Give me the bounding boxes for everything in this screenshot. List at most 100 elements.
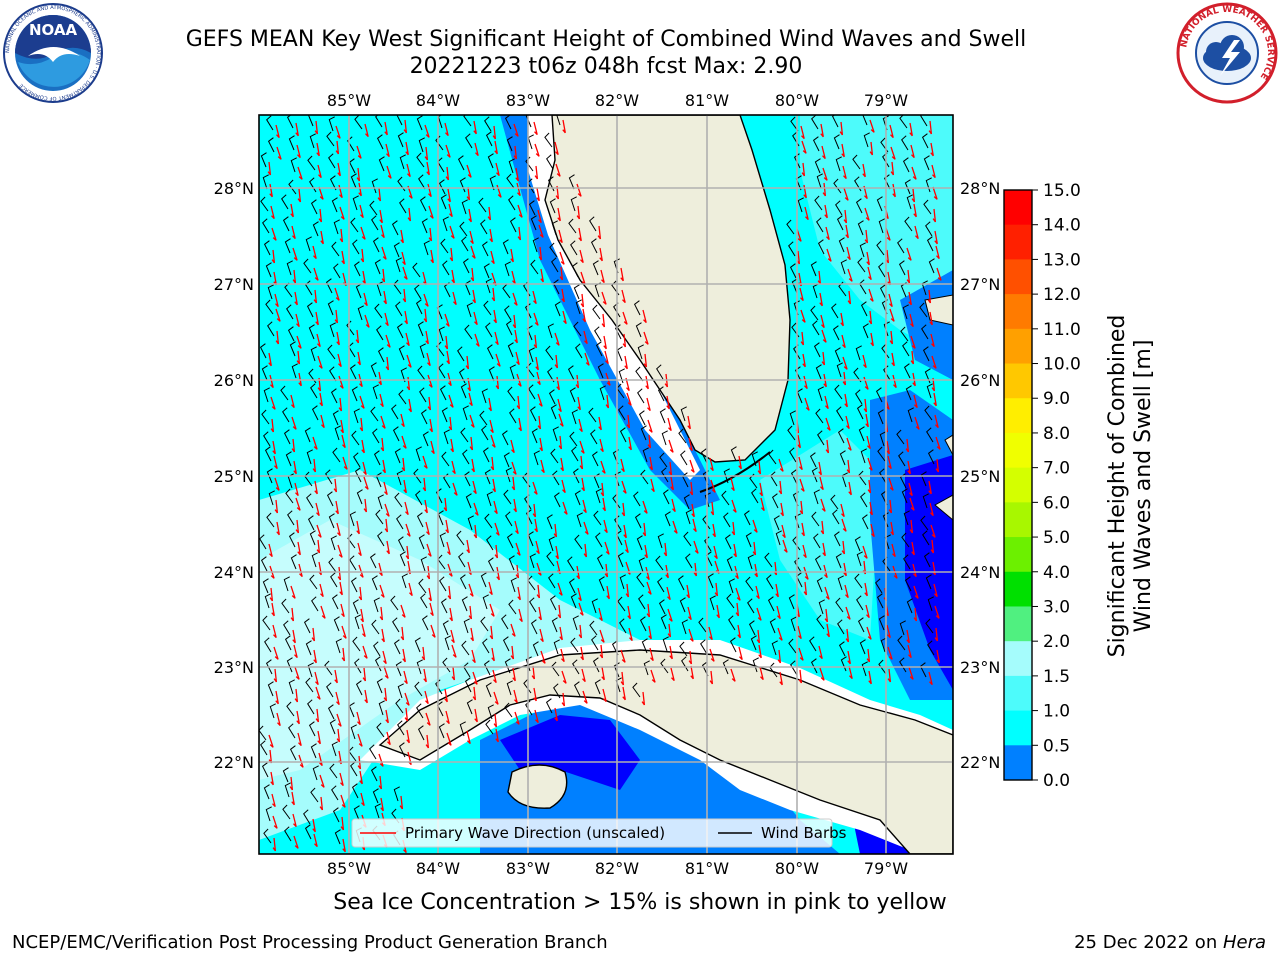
wind-barb: [923, 155, 930, 171]
wave-direction-arrow: [472, 671, 478, 685]
wave-direction-arrow: [845, 224, 849, 239]
wave-direction-arrow: [402, 648, 406, 663]
wave-direction-arrow: [492, 669, 497, 684]
wind-barb: [288, 532, 296, 548]
wind-barb: [532, 641, 539, 657]
wave-direction-arrow: [422, 477, 427, 492]
wave-direction-arrow: [316, 142, 320, 157]
wind-barb: [375, 509, 384, 525]
wave-direction-arrow: [404, 501, 409, 516]
wave-direction-arrow: [781, 524, 786, 539]
wave-direction-arrow: [864, 229, 869, 244]
wind-barb: [506, 173, 515, 189]
wind-barb: [922, 346, 930, 362]
wave-direction-arrow: [405, 332, 410, 347]
wave-direction-arrow: [934, 230, 938, 245]
wind-barb: [856, 595, 864, 611]
wind-barb: [790, 469, 798, 485]
wind-barb: [350, 217, 359, 233]
wave-direction-arrow: [798, 456, 803, 471]
wind-barb: [508, 555, 515, 571]
wind-barb: [592, 304, 601, 320]
wind-barb: [372, 428, 380, 444]
wind-barb: [328, 557, 337, 573]
wave-direction-arrow: [359, 770, 363, 785]
wind-barb: [418, 578, 427, 594]
wave-direction-arrow: [319, 774, 325, 788]
wind-barb: [659, 408, 666, 424]
lat-label-right: 25°N: [960, 467, 1000, 486]
wind-barb: [924, 405, 933, 421]
wave-direction-arrow: [580, 293, 585, 308]
wave-direction-arrow: [339, 772, 344, 787]
wind-barb: [619, 427, 627, 443]
wave-direction-arrow: [803, 566, 809, 580]
wave-direction-arrow: [295, 122, 299, 137]
wind-barb: [657, 577, 665, 593]
wind-barb: [441, 407, 448, 423]
wind-barb: [642, 447, 649, 463]
wave-direction-arrow: [401, 435, 407, 449]
wind-barb: [635, 322, 642, 338]
wave-direction-arrow: [561, 479, 566, 494]
wind-barb: [310, 199, 318, 215]
bahamas-island-1: [924, 294, 953, 326]
wind-barb: [816, 614, 825, 630]
wind-barb: [444, 635, 451, 651]
wind-barb: [551, 257, 559, 273]
colorbar-label-line1: Significant Height of Combined: [1105, 315, 1130, 658]
wave-direction-arrow: [472, 480, 477, 495]
wave-direction-arrow: [341, 625, 347, 639]
wind-barb: [638, 410, 646, 426]
wind-barb: [393, 242, 400, 258]
wave-direction-arrow: [576, 565, 580, 580]
wave-direction-arrow: [643, 331, 649, 345]
wave-direction-arrow: [889, 330, 894, 345]
wind-barb: [307, 699, 315, 715]
wave-direction-arrow: [930, 539, 935, 554]
wave-direction-arrow: [357, 542, 362, 557]
wave-direction-arrow: [752, 519, 758, 533]
wave-direction-arrow: [598, 416, 602, 431]
wind-barb: [855, 198, 863, 214]
wind-barb: [878, 659, 887, 675]
wave-direction-arrow: [557, 582, 563, 596]
wind-barb: [457, 155, 465, 171]
wave-direction-arrow: [271, 249, 276, 264]
wind-barb: [817, 430, 825, 446]
wave-direction-arrow: [844, 584, 849, 599]
wind-barb: [883, 174, 891, 190]
wind-barb: [417, 365, 426, 381]
wave-direction-arrow: [537, 209, 542, 224]
wave-direction-arrow: [535, 540, 540, 555]
wind-barb: [833, 531, 841, 547]
wind-barb: [861, 514, 869, 530]
wave-direction-arrow: [339, 206, 345, 220]
wind-barb: [331, 741, 338, 757]
wind-barb: [267, 321, 275, 337]
wave-direction-arrow: [510, 645, 515, 660]
wind-barb: [743, 510, 751, 526]
wave-direction-arrow: [267, 161, 272, 176]
colorbar-segment: [1004, 398, 1032, 434]
wind-barb: [640, 469, 649, 485]
wind-barb: [834, 384, 843, 400]
wave-direction-arrow: [470, 245, 476, 259]
wind-barb: [662, 489, 670, 505]
wind-barb: [855, 345, 862, 361]
wave-direction-arrow: [378, 775, 383, 790]
wind-barb: [397, 132, 404, 148]
wave-direction-arrow: [604, 350, 609, 365]
wind-barb: [898, 260, 906, 276]
wave-direction-arrow: [886, 624, 891, 639]
wind-barb: [332, 807, 340, 823]
wind-barb: [596, 554, 604, 570]
wind-barb: [461, 199, 468, 215]
wind-barb: [594, 679, 601, 695]
wave-direction-arrow: [667, 623, 672, 638]
wind-barb: [838, 641, 846, 657]
wind-barb: [262, 615, 271, 631]
wind-barb: [707, 573, 714, 589]
wind-barb: [722, 659, 729, 675]
wave-direction-arrow: [692, 518, 697, 533]
